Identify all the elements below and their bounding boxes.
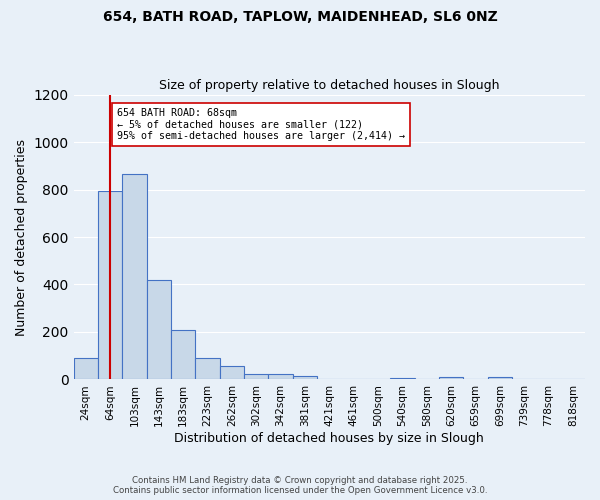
Bar <box>98 190 122 380</box>
Bar <box>439 376 463 380</box>
Text: 654, BATH ROAD, TAPLOW, MAIDENHEAD, SL6 0NZ: 654, BATH ROAD, TAPLOW, MAIDENHEAD, SL6 … <box>103 10 497 24</box>
Text: 654 BATH ROAD: 68sqm
← 5% of detached houses are smaller (122)
95% of semi-detac: 654 BATH ROAD: 68sqm ← 5% of detached ho… <box>118 108 406 141</box>
Bar <box>390 378 415 380</box>
X-axis label: Distribution of detached houses by size in Slough: Distribution of detached houses by size … <box>175 432 484 445</box>
Bar <box>293 376 317 380</box>
Bar <box>74 358 98 380</box>
Bar <box>146 280 171 380</box>
Bar <box>268 374 293 380</box>
Text: Contains HM Land Registry data © Crown copyright and database right 2025.
Contai: Contains HM Land Registry data © Crown c… <box>113 476 487 495</box>
Title: Size of property relative to detached houses in Slough: Size of property relative to detached ho… <box>159 79 500 92</box>
Y-axis label: Number of detached properties: Number of detached properties <box>15 138 28 336</box>
Bar <box>122 174 146 380</box>
Bar <box>488 376 512 380</box>
Bar <box>220 366 244 380</box>
Bar <box>244 374 268 380</box>
Bar <box>171 330 196 380</box>
Bar <box>196 358 220 380</box>
